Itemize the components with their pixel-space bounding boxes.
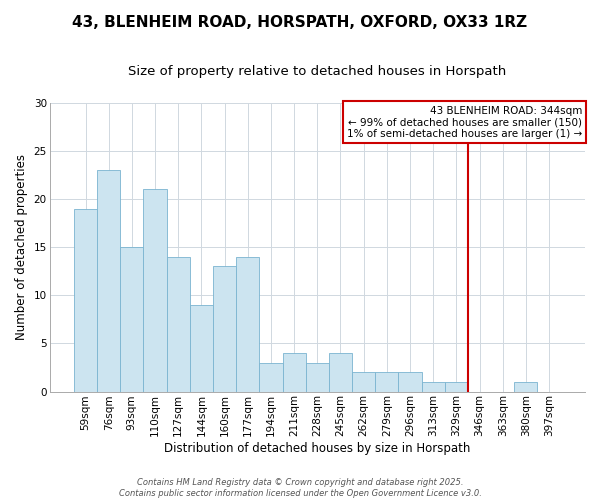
Bar	[329, 353, 352, 392]
Bar	[375, 372, 398, 392]
X-axis label: Distribution of detached houses by size in Horspath: Distribution of detached houses by size …	[164, 442, 470, 455]
Bar	[422, 382, 445, 392]
Text: Contains HM Land Registry data © Crown copyright and database right 2025.
Contai: Contains HM Land Registry data © Crown c…	[119, 478, 481, 498]
Bar	[352, 372, 375, 392]
Bar	[398, 372, 422, 392]
Bar	[445, 382, 468, 392]
Bar	[120, 247, 143, 392]
Bar	[74, 208, 97, 392]
Y-axis label: Number of detached properties: Number of detached properties	[15, 154, 28, 340]
Bar	[190, 305, 213, 392]
Bar	[306, 362, 329, 392]
Bar	[167, 257, 190, 392]
Bar	[283, 353, 306, 392]
Title: Size of property relative to detached houses in Horspath: Size of property relative to detached ho…	[128, 65, 506, 78]
Bar	[514, 382, 538, 392]
Bar	[259, 362, 283, 392]
Bar	[213, 266, 236, 392]
Bar	[236, 257, 259, 392]
Text: 43 BLENHEIM ROAD: 344sqm
← 99% of detached houses are smaller (150)
1% of semi-d: 43 BLENHEIM ROAD: 344sqm ← 99% of detach…	[347, 106, 583, 139]
Bar	[143, 190, 167, 392]
Text: 43, BLENHEIM ROAD, HORSPATH, OXFORD, OX33 1RZ: 43, BLENHEIM ROAD, HORSPATH, OXFORD, OX3…	[73, 15, 527, 30]
Bar	[97, 170, 120, 392]
